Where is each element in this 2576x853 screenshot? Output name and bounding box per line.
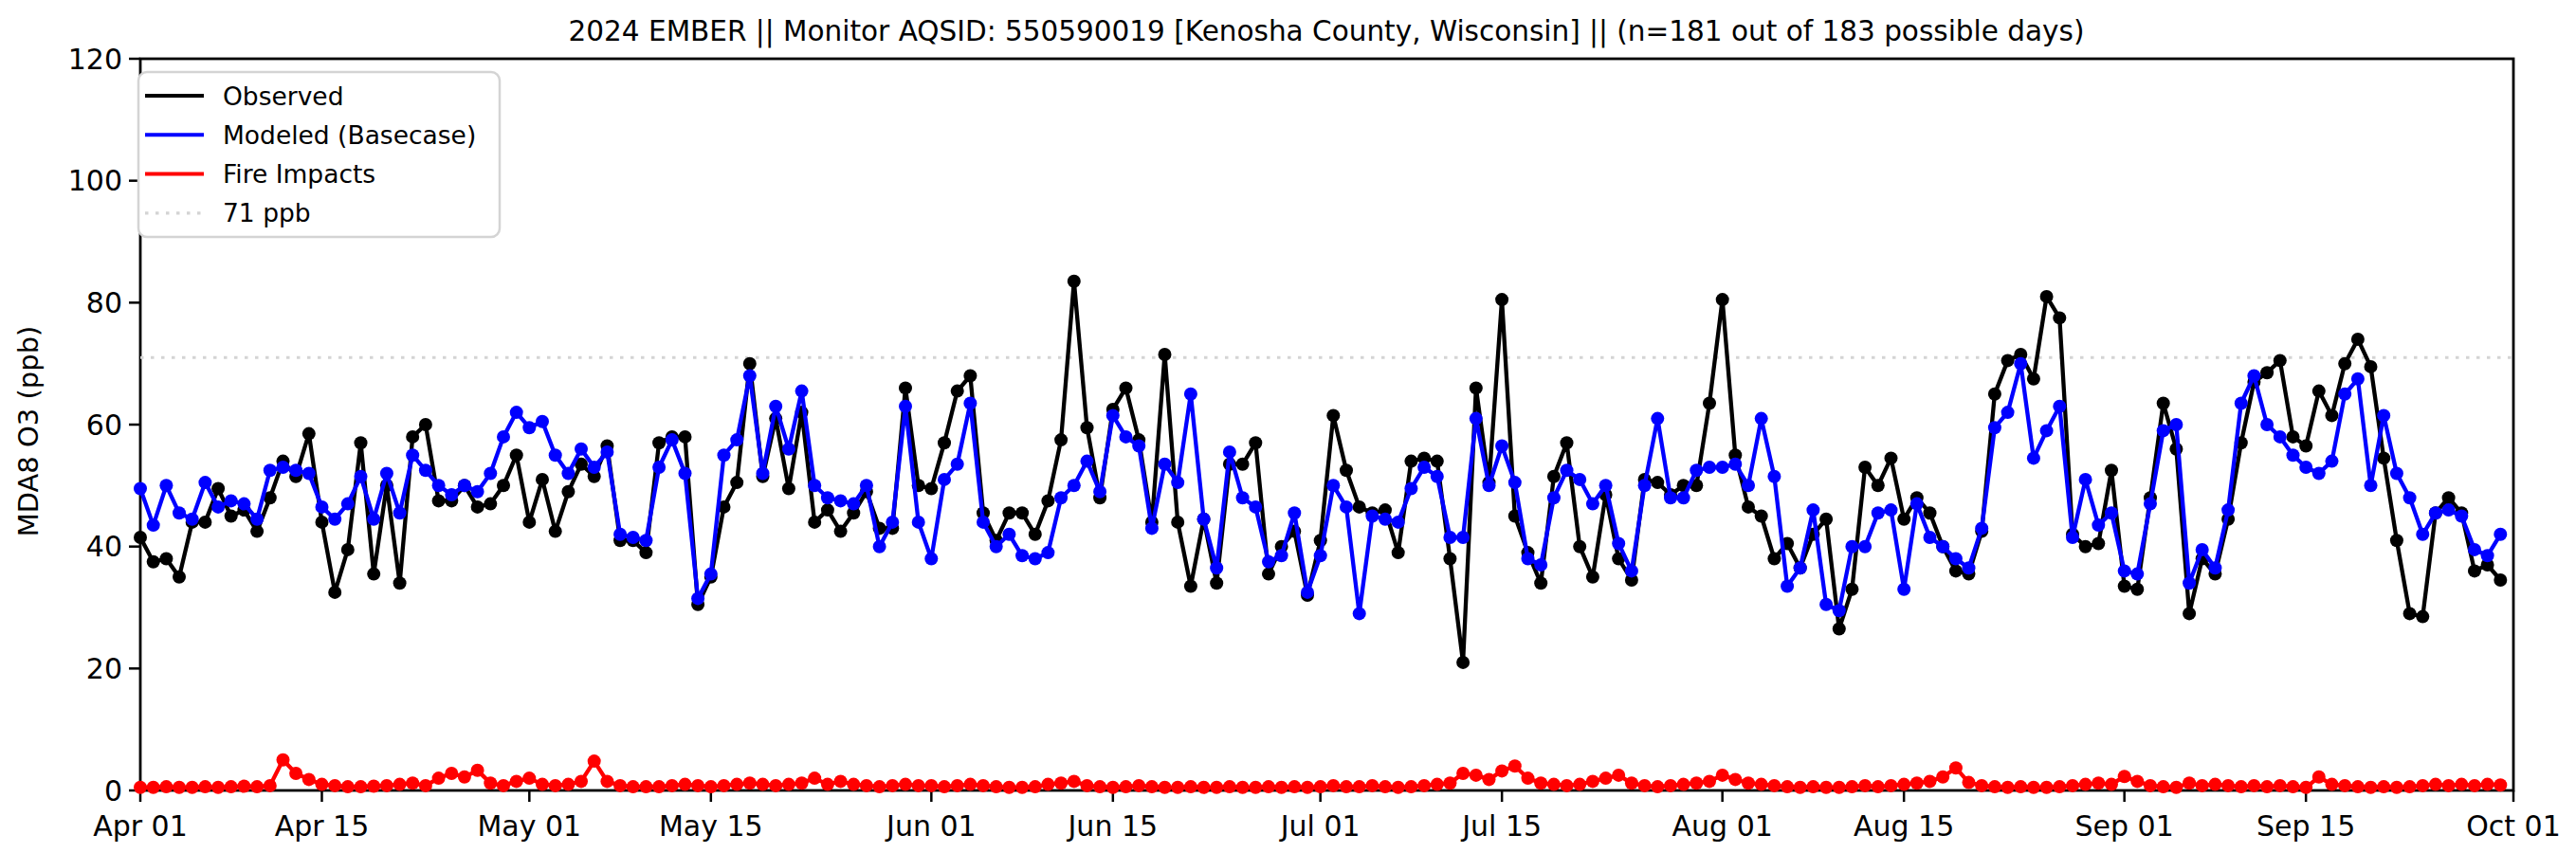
y-tick-label: 0 <box>104 774 122 808</box>
series-line-modeled-basecase <box>140 364 2500 614</box>
x-tick-label: May 01 <box>477 809 581 843</box>
legend-label: Observed <box>223 82 344 111</box>
x-tick-label: Apr 15 <box>275 809 370 843</box>
chart-title: 2024 EMBER || Monitor AQSID: 550590019 [… <box>569 15 2085 48</box>
series-fire-impacts <box>134 753 2507 794</box>
y-axis-label: MDA8 O3 (ppb) <box>12 326 45 537</box>
ozone-timeseries-chart: 2024 EMBER || Monitor AQSID: 550590019 [… <box>0 0 2576 853</box>
y-tick-label: 20 <box>86 652 122 685</box>
x-tick-label: Jun 01 <box>885 809 977 843</box>
y-axis-ticks: 0 20 40 60 80 100 120 <box>68 43 140 808</box>
x-tick-label: Aug 01 <box>1672 809 1773 843</box>
x-tick-label: Jul 15 <box>1460 809 1542 843</box>
legend-label: Modeled (Basecase) <box>223 120 476 150</box>
ozone-timeseries-figure: 2024 EMBER || Monitor AQSID: 550590019 [… <box>0 0 2576 853</box>
x-tick-label: Jun 15 <box>1067 809 1159 843</box>
y-tick-label: 40 <box>86 530 122 563</box>
legend: Observed Modeled (Basecase) Fire Impacts 71… <box>138 72 500 237</box>
x-tick-label: Apr 01 <box>93 809 188 843</box>
x-tick-label: May 15 <box>659 809 763 843</box>
plot-area: 0 20 40 60 80 100 120 Apr 01 Apr 15 May 01 May 15 J… <box>68 43 2561 844</box>
legend-label: 71 ppb <box>223 198 311 227</box>
x-tick-label: Jul 01 <box>1279 809 1361 843</box>
y-tick-label: 80 <box>86 286 122 319</box>
x-axis-ticks: Apr 01 Apr 15 May 01 May 15 Jun 01 Jun 15 Jul … <box>93 790 2561 843</box>
y-tick-label: 120 <box>68 43 122 76</box>
y-tick-label: 60 <box>86 408 122 442</box>
x-tick-label: Oct 01 <box>2466 809 2561 843</box>
x-tick-label: Sep 01 <box>2075 809 2174 843</box>
series-modeled-basecase <box>134 357 2507 621</box>
y-tick-label: 100 <box>68 164 122 197</box>
x-tick-label: Aug 15 <box>1854 809 1954 843</box>
x-tick-label: Sep 15 <box>2256 809 2355 843</box>
legend-label: Fire Impacts <box>223 159 375 189</box>
